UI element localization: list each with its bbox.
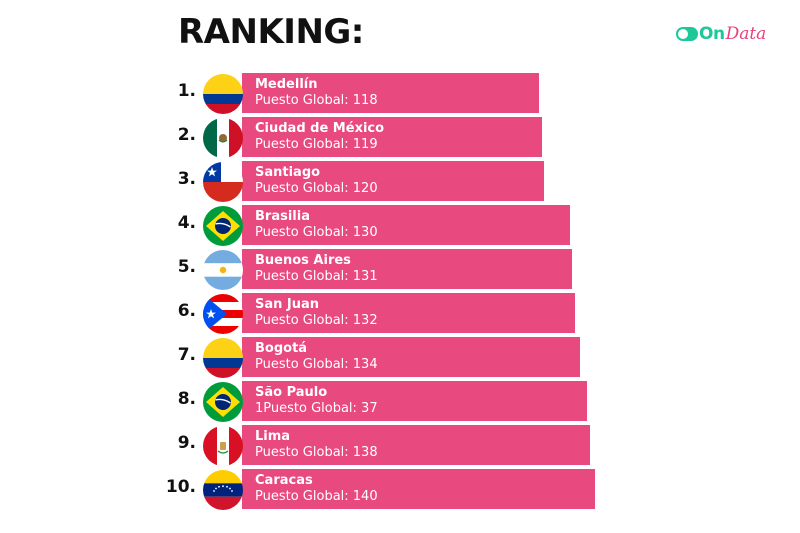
global-rank-label: Puesto Global: 131 bbox=[255, 269, 378, 284]
ranking-bar bbox=[242, 117, 542, 157]
global-rank-label: Puesto Global: 134 bbox=[255, 357, 378, 372]
rank-number: 2. bbox=[177, 125, 196, 145]
city-name: Medellín bbox=[255, 77, 318, 92]
ranking-row: 6. San Juan Puesto Global: 132 bbox=[0, 293, 800, 334]
rank-number: 9. bbox=[177, 433, 196, 453]
city-name: Buenos Aires bbox=[255, 253, 351, 268]
brazil-flag-icon bbox=[203, 382, 243, 422]
toggle-icon bbox=[676, 27, 698, 41]
rank-number: 7. bbox=[177, 345, 196, 365]
venezuela-flag-icon bbox=[203, 470, 243, 510]
ranking-bar bbox=[242, 469, 596, 509]
rank-number: 3. bbox=[177, 169, 196, 189]
ranking-row: 8. São Paulo 1Puesto Global: 37 bbox=[0, 381, 800, 422]
ranking-bar bbox=[242, 337, 580, 377]
page-title: RANKING: bbox=[178, 12, 364, 52]
ranking-row: 2. Ciudad de México Puesto Global: 119 bbox=[0, 117, 800, 158]
rank-number: 5. bbox=[177, 257, 196, 277]
global-rank-label: Puesto Global: 130 bbox=[255, 225, 378, 240]
logo-on-text: On bbox=[699, 24, 725, 44]
brazil-flag-icon bbox=[203, 206, 243, 246]
mexico-flag-icon bbox=[203, 118, 243, 158]
global-rank-label: Puesto Global: 140 bbox=[255, 489, 378, 504]
ranking-bar bbox=[242, 73, 539, 113]
ranking-bar bbox=[242, 381, 588, 421]
ranking-bar bbox=[242, 425, 590, 465]
ranking-row: 5. Buenos Aires Puesto Global: 131 bbox=[0, 249, 800, 290]
rank-number: 4. bbox=[177, 213, 196, 233]
city-name: Ciudad de México bbox=[255, 121, 385, 136]
peru-flag-icon bbox=[203, 426, 243, 466]
rank-number: 1. bbox=[177, 81, 196, 101]
argentina-flag-icon bbox=[203, 250, 243, 290]
ranking-bar bbox=[242, 205, 570, 245]
ondata-logo: On Data bbox=[676, 24, 766, 44]
city-name: Santiago bbox=[255, 165, 321, 180]
rank-number: 10. bbox=[165, 477, 196, 497]
global-rank-label: Puesto Global: 132 bbox=[255, 313, 378, 328]
city-name: Brasilia bbox=[255, 209, 310, 224]
logo-data-text: Data bbox=[725, 24, 767, 44]
ranking-bar bbox=[242, 293, 575, 333]
city-name: San Juan bbox=[255, 297, 320, 312]
global-rank-label: Puesto Global: 120 bbox=[255, 181, 378, 196]
city-name: Caracas bbox=[255, 473, 313, 488]
ranking-row: 7. Bogotá Puesto Global: 134 bbox=[0, 337, 800, 378]
ranking-row: 4. Brasilia Puesto Global: 130 bbox=[0, 205, 800, 246]
global-rank-label: Puesto Global: 118 bbox=[255, 93, 378, 108]
global-rank-label: Puesto Global: 119 bbox=[255, 137, 378, 152]
ranking-row: 9. Lima Puesto Global: 138 bbox=[0, 425, 800, 466]
city-name: São Paulo bbox=[255, 385, 328, 400]
colombia-flag-icon bbox=[203, 338, 243, 378]
rank-number: 6. bbox=[177, 301, 196, 321]
global-rank-label: 1Puesto Global: 37 bbox=[255, 401, 378, 416]
ranking-bar bbox=[242, 249, 573, 289]
ranking-row: 1. Medellín Puesto Global: 118 bbox=[0, 73, 800, 114]
city-name: Lima bbox=[255, 429, 291, 444]
colombia-flag-icon bbox=[203, 74, 243, 114]
ranking-row: 3. Santiago Puesto Global: 120 bbox=[0, 161, 800, 202]
rank-number: 8. bbox=[177, 389, 196, 409]
global-rank-label: Puesto Global: 138 bbox=[255, 445, 378, 460]
chile-flag-icon bbox=[203, 162, 243, 202]
ranking-row: 10. Caracas Puesto Global: 140 bbox=[0, 469, 800, 510]
city-name: Bogotá bbox=[255, 341, 308, 356]
ranking-bar bbox=[242, 161, 545, 201]
puerto-rico-flag-icon bbox=[203, 294, 243, 334]
